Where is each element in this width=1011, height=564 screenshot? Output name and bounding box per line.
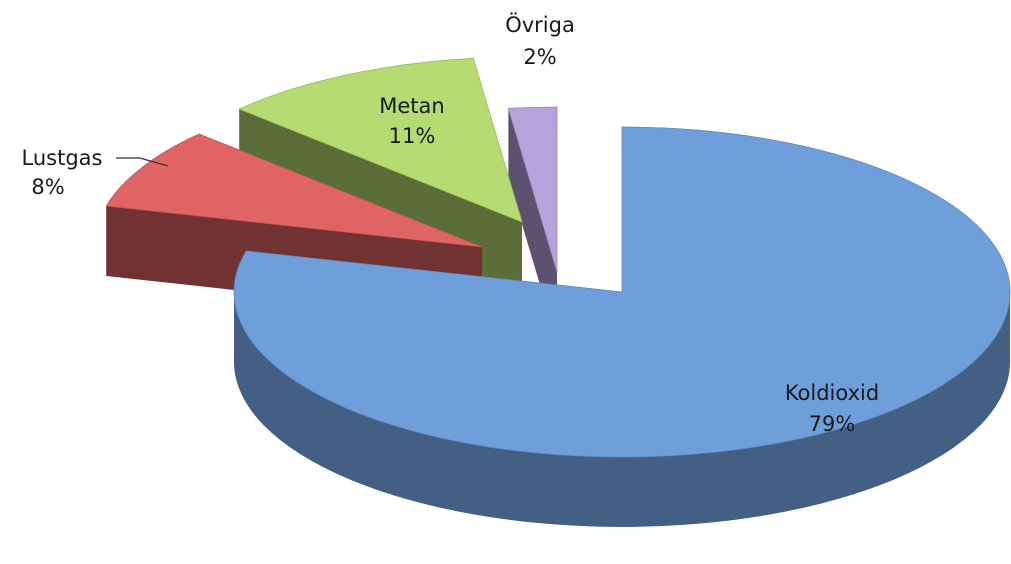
slice-value-label: 2%: [523, 45, 556, 69]
slices: [105, 57, 1011, 527]
slice: [238, 57, 523, 223]
slice-value-label: 11%: [389, 124, 436, 148]
slice-label: Lustgas: [22, 146, 103, 170]
slice-label: Övriga: [505, 12, 575, 37]
slice: [105, 133, 483, 248]
leader-line: [116, 157, 169, 167]
labels: Koldioxid 79% Lustgas 8% Metan 11% Övrig…: [22, 12, 880, 436]
slice-label: Metan: [379, 94, 444, 118]
slice-value-label: 79%: [809, 412, 856, 436]
slice: [233, 126, 1011, 458]
slice-label: Koldioxid: [785, 381, 879, 405]
slice: [507, 106, 558, 273]
slice-value-label: 8%: [31, 175, 64, 199]
slice-side: [234, 292, 1010, 527]
